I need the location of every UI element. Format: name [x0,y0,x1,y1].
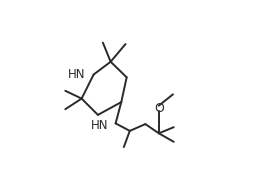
Text: HN: HN [68,68,85,81]
Text: HN: HN [91,119,109,132]
Text: O: O [154,102,164,115]
